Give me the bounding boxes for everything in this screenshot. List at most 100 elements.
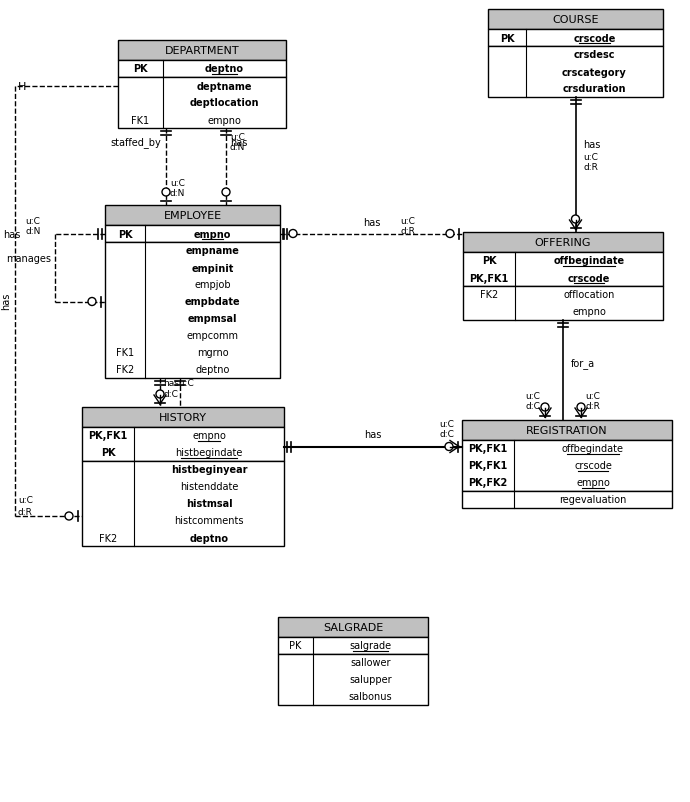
Text: u:C: u:C [401, 217, 415, 226]
Circle shape [222, 188, 230, 196]
Text: for_a: for_a [571, 358, 595, 368]
Text: OFFERING: OFFERING [535, 237, 591, 248]
Text: deptno: deptno [190, 533, 228, 543]
Text: PK: PK [101, 448, 115, 458]
Text: empcomm: empcomm [186, 331, 239, 341]
Text: crscode: crscode [568, 273, 610, 283]
Bar [462, 492, 672, 508]
Text: empinit: empinit [191, 263, 234, 273]
Text: u:C: u:C [18, 496, 33, 504]
Text: manages: manages [6, 253, 51, 263]
Bar [488, 10, 663, 30]
Text: empno: empno [208, 115, 242, 125]
Text: empmsal: empmsal [188, 314, 237, 324]
Text: offbegindate: offbegindate [562, 444, 624, 454]
Bar [278, 638, 428, 654]
Text: u:C: u:C [440, 420, 455, 429]
Bar [462, 440, 672, 492]
Text: histcomments: histcomments [175, 516, 244, 526]
Text: crsduration: crsduration [563, 84, 627, 95]
Text: FK2: FK2 [116, 365, 134, 375]
Text: histenddate: histenddate [180, 482, 238, 492]
Bar [463, 233, 663, 253]
Text: EMPLOYEE: EMPLOYEE [164, 211, 221, 221]
Text: empname: empname [186, 246, 239, 256]
Text: u:C: u:C [26, 217, 41, 226]
Bar [278, 654, 428, 705]
Text: PK: PK [289, 641, 302, 650]
Bar [105, 243, 280, 379]
Text: REGISTRATION: REGISTRATION [526, 426, 608, 435]
Text: empjob: empjob [194, 280, 231, 290]
Text: SALGRADE: SALGRADE [323, 622, 383, 632]
Text: histbegindate: histbegindate [175, 448, 243, 458]
Text: FK2: FK2 [480, 290, 498, 300]
Text: d:C: d:C [526, 402, 540, 411]
Text: FK1: FK1 [131, 115, 150, 125]
Text: crscode: crscode [573, 34, 615, 43]
Text: HISTORY: HISTORY [159, 412, 207, 423]
Text: sallower: sallower [351, 658, 391, 668]
Bar [462, 420, 672, 440]
Text: crscode: crscode [574, 461, 612, 471]
Bar [105, 225, 280, 243]
Circle shape [289, 230, 297, 238]
Text: offbegindate: offbegindate [553, 256, 624, 266]
Bar [463, 253, 663, 286]
Circle shape [446, 230, 454, 238]
Bar [105, 206, 280, 225]
Text: has: has [364, 430, 382, 440]
Text: FK1: FK1 [116, 348, 134, 358]
Text: has: has [363, 217, 380, 227]
Text: crsdesc: crsdesc [574, 51, 615, 60]
Text: d:N: d:N [26, 227, 41, 237]
Bar [118, 78, 286, 129]
Circle shape [88, 298, 96, 306]
Text: u:C: u:C [586, 391, 600, 400]
Circle shape [541, 403, 549, 411]
Text: has: has [3, 229, 21, 239]
Text: DEPARTMENT: DEPARTMENT [165, 46, 239, 56]
Circle shape [65, 512, 73, 520]
Text: PK: PK [133, 64, 148, 75]
Text: has: has [230, 137, 248, 148]
Text: d:C: d:C [440, 430, 455, 439]
Text: regevaluation: regevaluation [560, 495, 627, 505]
Text: empbdate: empbdate [185, 297, 240, 307]
Text: u:C: u:C [584, 152, 598, 161]
Circle shape [162, 188, 170, 196]
Text: COURSE: COURSE [552, 15, 599, 25]
Text: empno: empno [572, 307, 606, 317]
Text: d:R: d:R [401, 227, 415, 237]
Text: deptname: deptname [197, 81, 253, 91]
Text: PK,FK2: PK,FK2 [469, 478, 508, 488]
Text: histmsal: histmsal [186, 499, 233, 508]
Bar [82, 461, 284, 546]
Bar [118, 61, 286, 78]
Text: d:R: d:R [584, 162, 598, 172]
Bar [488, 47, 663, 98]
Text: d:R: d:R [586, 402, 600, 411]
Bar [463, 286, 663, 321]
Bar [278, 618, 428, 638]
Text: empno: empno [192, 431, 226, 441]
Text: deptno: deptno [205, 64, 244, 75]
Text: d:C: d:C [163, 390, 178, 399]
Text: empno: empno [576, 478, 610, 488]
Bar [118, 41, 286, 61]
Text: u:C: u:C [170, 180, 185, 188]
Bar [82, 407, 284, 427]
Text: offlocation: offlocation [563, 290, 615, 300]
Text: has: has [1, 293, 11, 310]
Text: mgrno: mgrno [197, 348, 228, 358]
Text: hasu:C: hasu:C [163, 379, 194, 387]
Text: u:C: u:C [526, 391, 540, 400]
Text: salbonus: salbonus [348, 691, 393, 702]
Text: d:N: d:N [230, 142, 246, 152]
Bar [488, 30, 663, 47]
Text: deptno: deptno [195, 365, 230, 375]
Text: PK,FK1: PK,FK1 [88, 431, 128, 441]
Text: has: has [584, 140, 601, 149]
Text: PK,FK1: PK,FK1 [469, 444, 508, 454]
Text: deptlocation: deptlocation [190, 99, 259, 108]
